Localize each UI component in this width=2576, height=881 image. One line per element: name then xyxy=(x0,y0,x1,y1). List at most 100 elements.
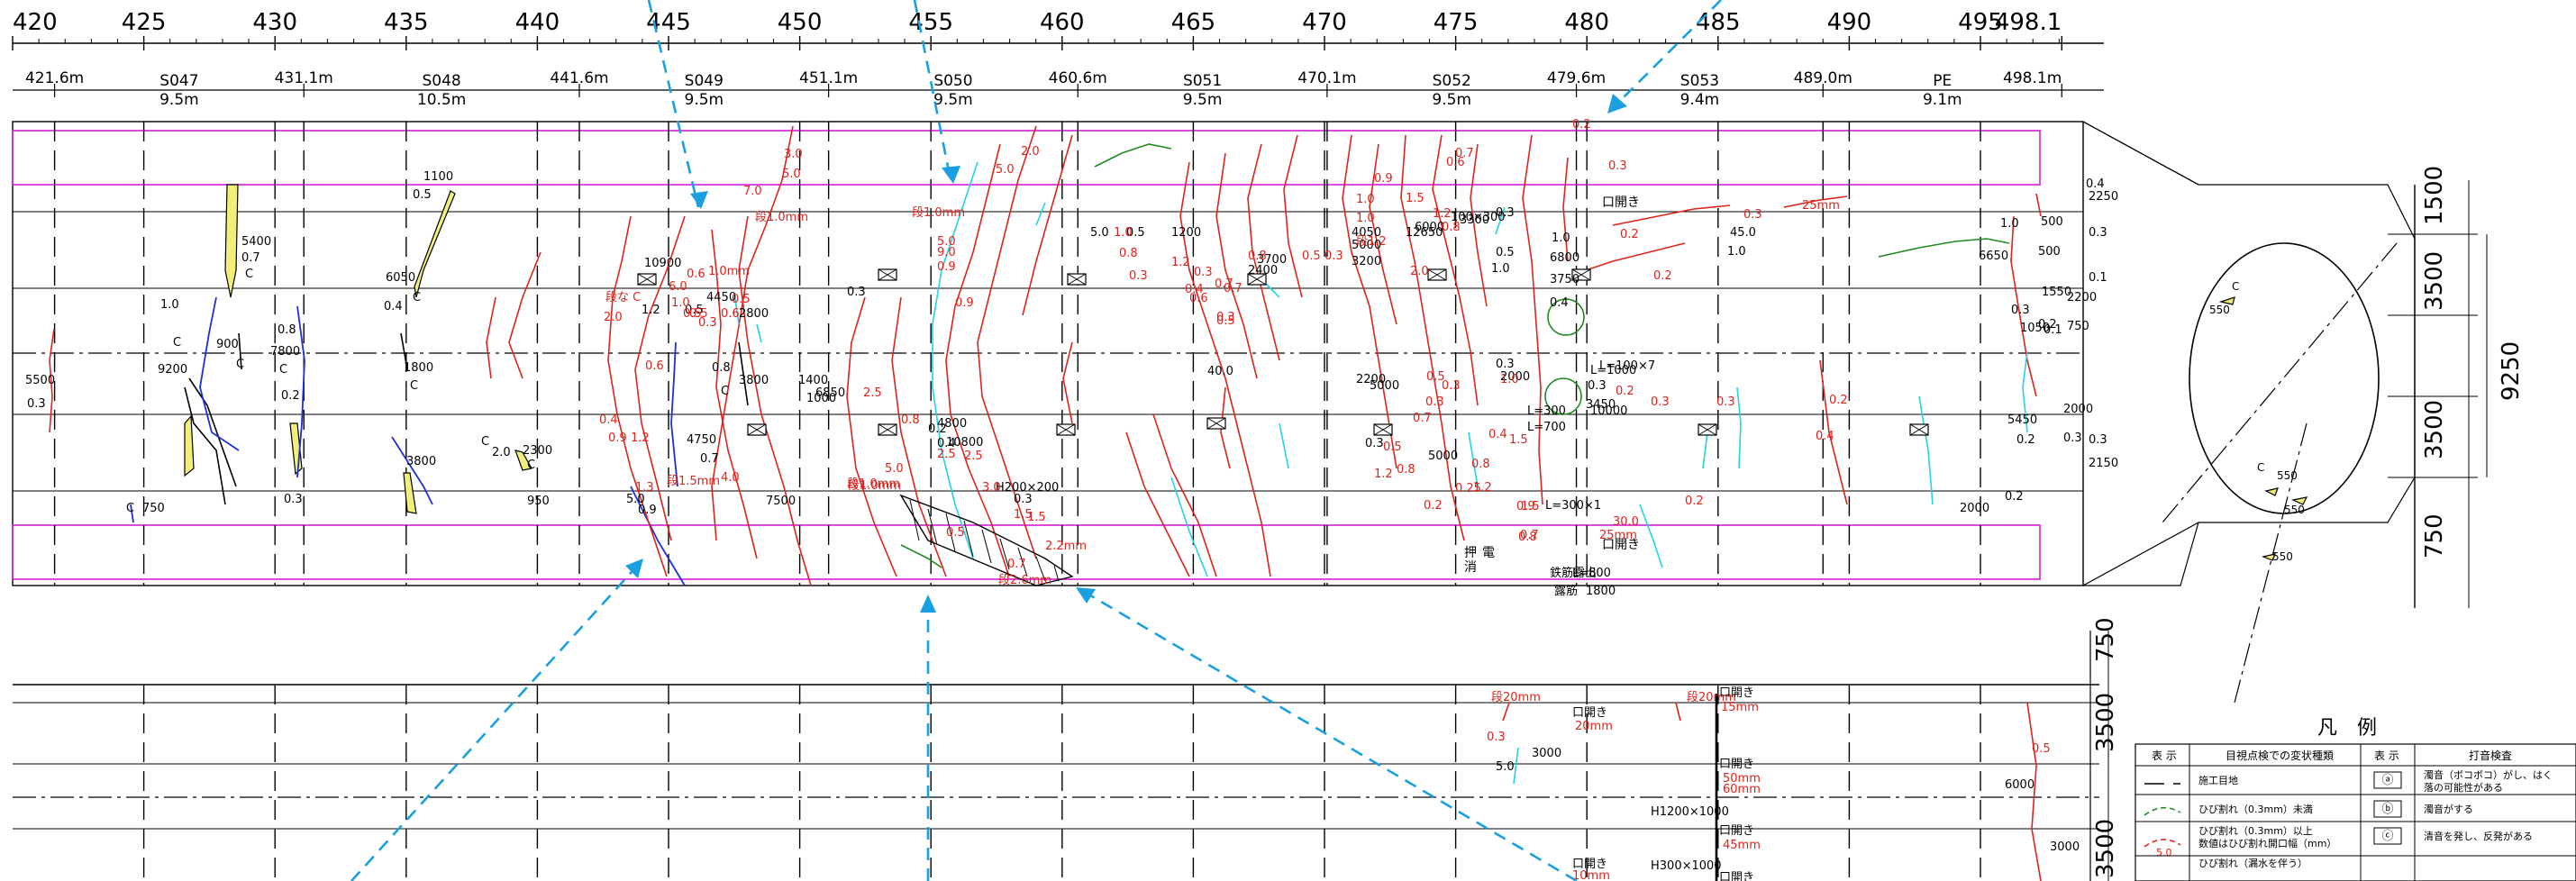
plan-label: 0.3 xyxy=(2089,226,2107,240)
plan-label: 0.5 xyxy=(685,304,704,317)
crack-width-label: 1.0 xyxy=(1356,212,1375,225)
crack-width-label: 3.0 xyxy=(784,148,803,161)
segment-boundary-label: 431.1m xyxy=(275,69,333,87)
lower-plan-label: 段20mm xyxy=(1687,691,1736,704)
hammer-test-box-cross xyxy=(1698,423,1717,436)
segment-length: 9.5m xyxy=(1432,91,1471,109)
crack-width-label: 3.0 xyxy=(982,481,1001,495)
plan-label: 0.7 xyxy=(241,251,260,265)
plan-label: 4450 xyxy=(706,291,736,304)
plan-note: 消 xyxy=(1464,560,1477,575)
scale-tick-label: 420 xyxy=(13,9,58,36)
plan-label: 0.9 xyxy=(638,504,657,517)
section-dim: 750 xyxy=(2421,513,2448,559)
crack-width-label: 0.6 xyxy=(687,268,705,281)
plan-label: 3700 xyxy=(1257,253,1287,267)
plan-label: 5400 xyxy=(241,235,271,249)
legend-header: 目視点検での変状種類 xyxy=(2226,749,2334,762)
plan-label: 0.2 xyxy=(2016,433,2035,447)
lower-plan-label: 50mm xyxy=(1723,772,1761,786)
plan-label: 0.3 xyxy=(1496,206,1515,220)
scale-tick-label: 495 xyxy=(1958,9,2003,36)
plan-label: 2000 xyxy=(1960,502,1989,515)
crack-width-label: 0.3 xyxy=(1442,379,1461,393)
plan-label: 10800 xyxy=(946,436,983,450)
hammer-test-box-cross xyxy=(1571,268,1591,281)
crack-width-label: 0.3 xyxy=(1324,250,1343,263)
lower-plan-label: 60mm xyxy=(1723,783,1761,796)
hammer-test-box-cross xyxy=(878,268,897,281)
crack-width-label: 1.5 xyxy=(1521,500,1540,513)
segment-dimension-row: 421.6m 431.1m 441.6m 451.1m 460.6m 470.1m 479.… xyxy=(13,69,2104,109)
plan-label: 7500 xyxy=(766,495,796,508)
crack-width-label: 0.25 xyxy=(1455,482,1481,495)
plan-label: 750 xyxy=(142,502,165,515)
crack-width-label: 5.0 xyxy=(937,235,956,249)
segment-length: 9.5m xyxy=(685,91,724,109)
plan-label: 0.8 xyxy=(712,361,731,375)
plan-label: 5450 xyxy=(2007,413,2037,427)
legend-hammer-result: 濁音（ボコボコ）がし、はく xyxy=(2424,768,2553,781)
plan-note: 押 xyxy=(1464,546,1477,560)
legend-symbol: ⓑ xyxy=(2381,803,2393,816)
segment-boundary-label: 421.6m xyxy=(25,69,84,87)
rebar-marker-circle xyxy=(1547,298,1585,336)
crack-width-label: 0.3 xyxy=(698,316,717,330)
crack-width-label: 1.0 xyxy=(1500,373,1519,386)
plan-label: 0.8 xyxy=(278,323,296,337)
spalling-patch xyxy=(403,472,417,514)
crack-width-label: 0.3 xyxy=(1743,208,1762,222)
plan-label: C xyxy=(236,358,244,371)
plan-label: 0.3 xyxy=(2063,431,2082,445)
plan-label: 1.0 xyxy=(1727,245,1746,259)
plan-label: 1.0 xyxy=(1552,232,1570,245)
crack-width-label: 30.0 xyxy=(1613,515,1639,529)
spalling-patch xyxy=(184,414,195,477)
crack-width-label: 0.7 xyxy=(1224,282,1242,295)
lower-plan-label: 口開き xyxy=(1572,858,1607,871)
plan-label: 2.0 xyxy=(492,446,511,459)
plan-label: 5000 xyxy=(1370,379,1399,393)
hammer-test-box-cross xyxy=(1067,273,1087,286)
section-dim: 3500 xyxy=(2421,400,2448,459)
segment-name: S052 xyxy=(1433,72,1471,90)
segment-boundary-label: 470.1m xyxy=(1297,69,1356,87)
crack-width-label: 0.4 xyxy=(599,413,618,427)
crack-width-label: 6.0 xyxy=(669,280,687,294)
scale-tick-label: 470 xyxy=(1302,9,1347,36)
crack-width-label: 0.2 xyxy=(1685,495,1704,508)
crack-width-label: 0.9 xyxy=(937,260,956,274)
plan-label: 1.0 xyxy=(2000,217,2019,231)
legend-sample-value: 5.0 xyxy=(2156,847,2172,858)
crack-width-label: 1.5 xyxy=(1027,511,1046,524)
crack-width-label: 0.2 xyxy=(1829,394,1848,407)
crack-width-label: 0.7 xyxy=(1413,412,1432,425)
plan-label: 0.3 xyxy=(27,397,46,411)
svg-text:C: C xyxy=(2232,280,2239,293)
lower-plan-label: 口開き xyxy=(1719,871,1754,881)
plan-label: 5000 xyxy=(1352,239,1381,252)
plan-label: L=800 xyxy=(1572,567,1611,580)
segment-length: 10.5m xyxy=(417,91,466,109)
plan-label: C xyxy=(481,435,489,449)
plan-label: C xyxy=(413,291,421,304)
lower-plan-label: 口開き xyxy=(1719,758,1754,771)
plan-label: 露筋 xyxy=(1554,584,1578,598)
crack-width-label: 段な C xyxy=(605,291,641,304)
crack-width-label: 7.0 xyxy=(743,185,762,198)
crack-width-label: 0.2 xyxy=(1572,118,1591,132)
plan-label: 900 xyxy=(216,338,239,351)
plan-label: L=1000 xyxy=(1590,364,1636,377)
crack-width-label: 0.3 xyxy=(1716,395,1735,409)
plan-label: 0.3 xyxy=(1496,358,1515,371)
chainage-scale: 420 425 430 435 440 445 450 455 460 465 470 475 480 4… xyxy=(12,9,2104,50)
lower-plan-label: 0.5 xyxy=(2032,742,2051,756)
plan-note: 電 xyxy=(1482,546,1495,560)
segment-name: S047 xyxy=(159,72,198,90)
hammer-test-box-cross xyxy=(1247,273,1267,286)
crack-width-label: 2.5 xyxy=(863,386,882,400)
legend-visual-type-note: 数値はひび割れ開口幅（mm） xyxy=(2198,837,2336,849)
lower-plan-label: 3000 xyxy=(1532,747,1561,760)
plan-label: 1400 xyxy=(798,374,828,387)
